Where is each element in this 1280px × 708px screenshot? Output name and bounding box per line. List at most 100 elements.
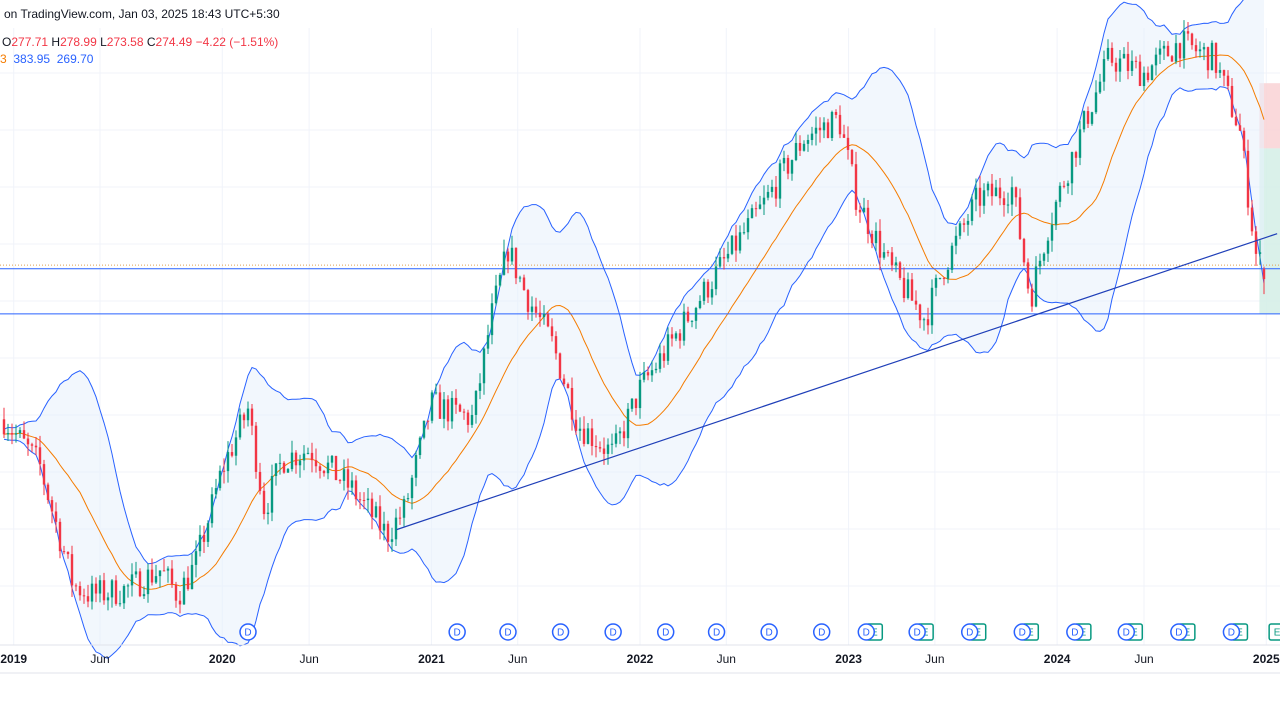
candle-body bbox=[38, 447, 42, 465]
candle-body bbox=[838, 114, 842, 135]
candle-body bbox=[66, 551, 70, 555]
dividend-marker-label: D bbox=[1071, 628, 1078, 639]
candle-body bbox=[358, 499, 362, 501]
candle-body bbox=[206, 523, 210, 542]
candle-body bbox=[658, 353, 662, 369]
candle-body bbox=[1090, 112, 1094, 124]
candle-body bbox=[1190, 33, 1194, 46]
x-tick-label: 2020 bbox=[209, 652, 236, 666]
x-tick-label: Jun bbox=[925, 652, 944, 666]
candle-body bbox=[266, 512, 270, 515]
candle-body bbox=[538, 312, 542, 318]
change-value: −4.22 (−1.51%) bbox=[195, 35, 279, 49]
candle-body bbox=[1034, 266, 1038, 307]
candle-body bbox=[74, 585, 78, 587]
candle-body bbox=[62, 551, 66, 553]
candle-body bbox=[422, 420, 426, 438]
candle-body bbox=[1182, 31, 1186, 59]
candle-body bbox=[482, 348, 486, 384]
candle-body bbox=[382, 523, 386, 531]
candle-body bbox=[846, 137, 850, 150]
x-tick-label: Jun bbox=[90, 652, 109, 666]
candle-body bbox=[170, 568, 174, 585]
candle-body bbox=[1102, 59, 1106, 82]
candle-body bbox=[770, 186, 774, 192]
candle-body bbox=[1202, 47, 1206, 50]
candle-body bbox=[134, 571, 138, 575]
candle-body bbox=[1082, 111, 1086, 130]
candle-body bbox=[486, 335, 490, 349]
horizontal-levels[interactable] bbox=[0, 264, 1280, 315]
candle-body bbox=[974, 187, 978, 200]
time-axis[interactable]: 2019 Jun 2020 Jun 2021 Jun 2022 Jun 2023 Jun 2024 J… bbox=[0, 644, 1280, 674]
candle-body bbox=[1126, 53, 1130, 71]
candle-body bbox=[1218, 70, 1222, 73]
candle-body bbox=[142, 594, 146, 597]
candle-body bbox=[34, 445, 38, 448]
candle-body bbox=[754, 208, 758, 210]
high-label: H bbox=[51, 35, 61, 49]
candle-body bbox=[642, 372, 646, 380]
candle-body bbox=[1170, 56, 1174, 62]
candle-body bbox=[1222, 70, 1226, 76]
x-tick-label: Jun bbox=[717, 652, 736, 666]
candle-body bbox=[1254, 231, 1258, 254]
candle-body bbox=[350, 480, 354, 488]
candle-body bbox=[378, 506, 382, 531]
candle-body bbox=[494, 285, 498, 304]
candle-body bbox=[558, 353, 562, 379]
candle-body bbox=[458, 404, 462, 412]
dividend-marker-label: D bbox=[557, 628, 564, 639]
trendline-drawing[interactable] bbox=[396, 233, 1278, 531]
candle-body bbox=[998, 187, 1002, 199]
candle-body bbox=[398, 517, 402, 519]
candle-body bbox=[594, 445, 598, 448]
candle-body bbox=[662, 353, 666, 361]
candle-body bbox=[194, 551, 198, 565]
candle-body bbox=[842, 134, 846, 138]
candle-body bbox=[1150, 65, 1154, 81]
event-markers[interactable]: EEEEEEEEEDDDDDDDDDDDDDDDDD bbox=[239, 623, 1280, 641]
candle-body bbox=[6, 433, 10, 435]
dividend-marker-label: D bbox=[914, 628, 921, 639]
candle-body bbox=[994, 187, 998, 197]
candle-body bbox=[1210, 42, 1214, 71]
candle-body bbox=[946, 269, 950, 279]
dividend-marker-label: D bbox=[1019, 628, 1026, 639]
candle-body bbox=[250, 408, 254, 426]
candle-body bbox=[810, 133, 814, 140]
candle-body bbox=[1206, 47, 1210, 71]
dividend-marker bbox=[1066, 623, 1084, 641]
candle-body bbox=[118, 603, 122, 605]
candle-body bbox=[282, 462, 286, 473]
candle-body bbox=[246, 408, 250, 421]
candle-body bbox=[54, 511, 58, 522]
candle-body bbox=[390, 539, 394, 542]
x-tick-label: 2024 bbox=[1044, 652, 1071, 666]
candle-body bbox=[1134, 60, 1138, 62]
candle-body bbox=[58, 521, 62, 552]
candle-body bbox=[702, 281, 706, 301]
candle-body bbox=[986, 183, 990, 191]
candle-body bbox=[318, 466, 322, 471]
candle-body bbox=[942, 277, 946, 279]
candle-body bbox=[1094, 92, 1098, 113]
x-tick-label: 2022 bbox=[627, 652, 654, 666]
bb-basis-value: 3 bbox=[0, 52, 7, 66]
candle-body bbox=[22, 430, 26, 439]
candle-body bbox=[302, 453, 306, 461]
candle-body bbox=[606, 444, 610, 454]
candle-body bbox=[866, 207, 870, 234]
candle-body bbox=[1130, 60, 1134, 71]
candle-body bbox=[590, 428, 594, 446]
bollinger-lower-line bbox=[3, 86, 1265, 659]
candle-body bbox=[414, 455, 418, 478]
candle-body bbox=[314, 460, 318, 467]
candle-body bbox=[858, 209, 862, 213]
candle-body bbox=[98, 580, 102, 594]
candle-body bbox=[1246, 150, 1250, 208]
candle-body bbox=[670, 334, 674, 339]
candle-body bbox=[178, 600, 182, 605]
candle-body bbox=[326, 462, 330, 474]
